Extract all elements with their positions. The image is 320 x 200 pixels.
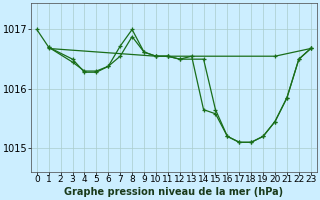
X-axis label: Graphe pression niveau de la mer (hPa): Graphe pression niveau de la mer (hPa) bbox=[64, 187, 283, 197]
